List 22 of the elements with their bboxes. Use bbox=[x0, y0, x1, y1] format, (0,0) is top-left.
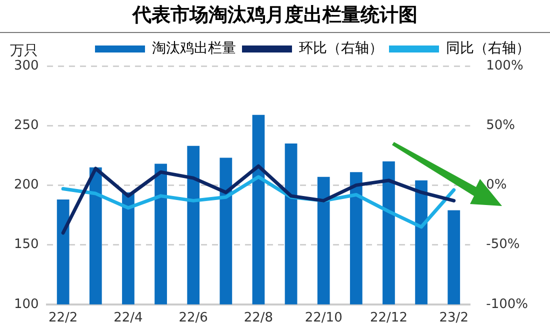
y2-tick-label: 100% bbox=[486, 58, 524, 74]
y2-tick-label: 0% bbox=[486, 178, 507, 193]
x-tick-label: 22/4 bbox=[114, 310, 143, 326]
x-tick-label: 22/6 bbox=[178, 310, 208, 326]
y-tick-label: 100 bbox=[14, 296, 39, 312]
y2-tick-label: -100% bbox=[486, 296, 528, 312]
y2-tick-label: -50% bbox=[486, 237, 520, 252]
x-tick-label: 22/12 bbox=[370, 310, 408, 326]
x-tick-label: 23/2 bbox=[439, 310, 468, 326]
legend-label: 淘汰鸡出栏量 bbox=[152, 40, 236, 57]
x-tick-label: 22/10 bbox=[304, 310, 342, 326]
legend-label: 环比（右轴） bbox=[299, 40, 383, 57]
y-tick-label: 250 bbox=[14, 118, 39, 133]
chart-title: 代表市场淘汰鸡月度出栏量统计图 bbox=[0, 2, 550, 33]
y-tick-label: 300 bbox=[14, 58, 39, 74]
legend-label: 同比（右轴） bbox=[446, 40, 530, 57]
y-tick-label: 150 bbox=[14, 237, 39, 252]
y2-tick-label: 50% bbox=[486, 118, 516, 133]
y-axis-title: 万只 bbox=[10, 42, 38, 60]
y-tick-label: 200 bbox=[14, 178, 39, 193]
x-tick-label: 22/8 bbox=[244, 310, 274, 326]
x-tick-label: 22/2 bbox=[48, 310, 78, 326]
